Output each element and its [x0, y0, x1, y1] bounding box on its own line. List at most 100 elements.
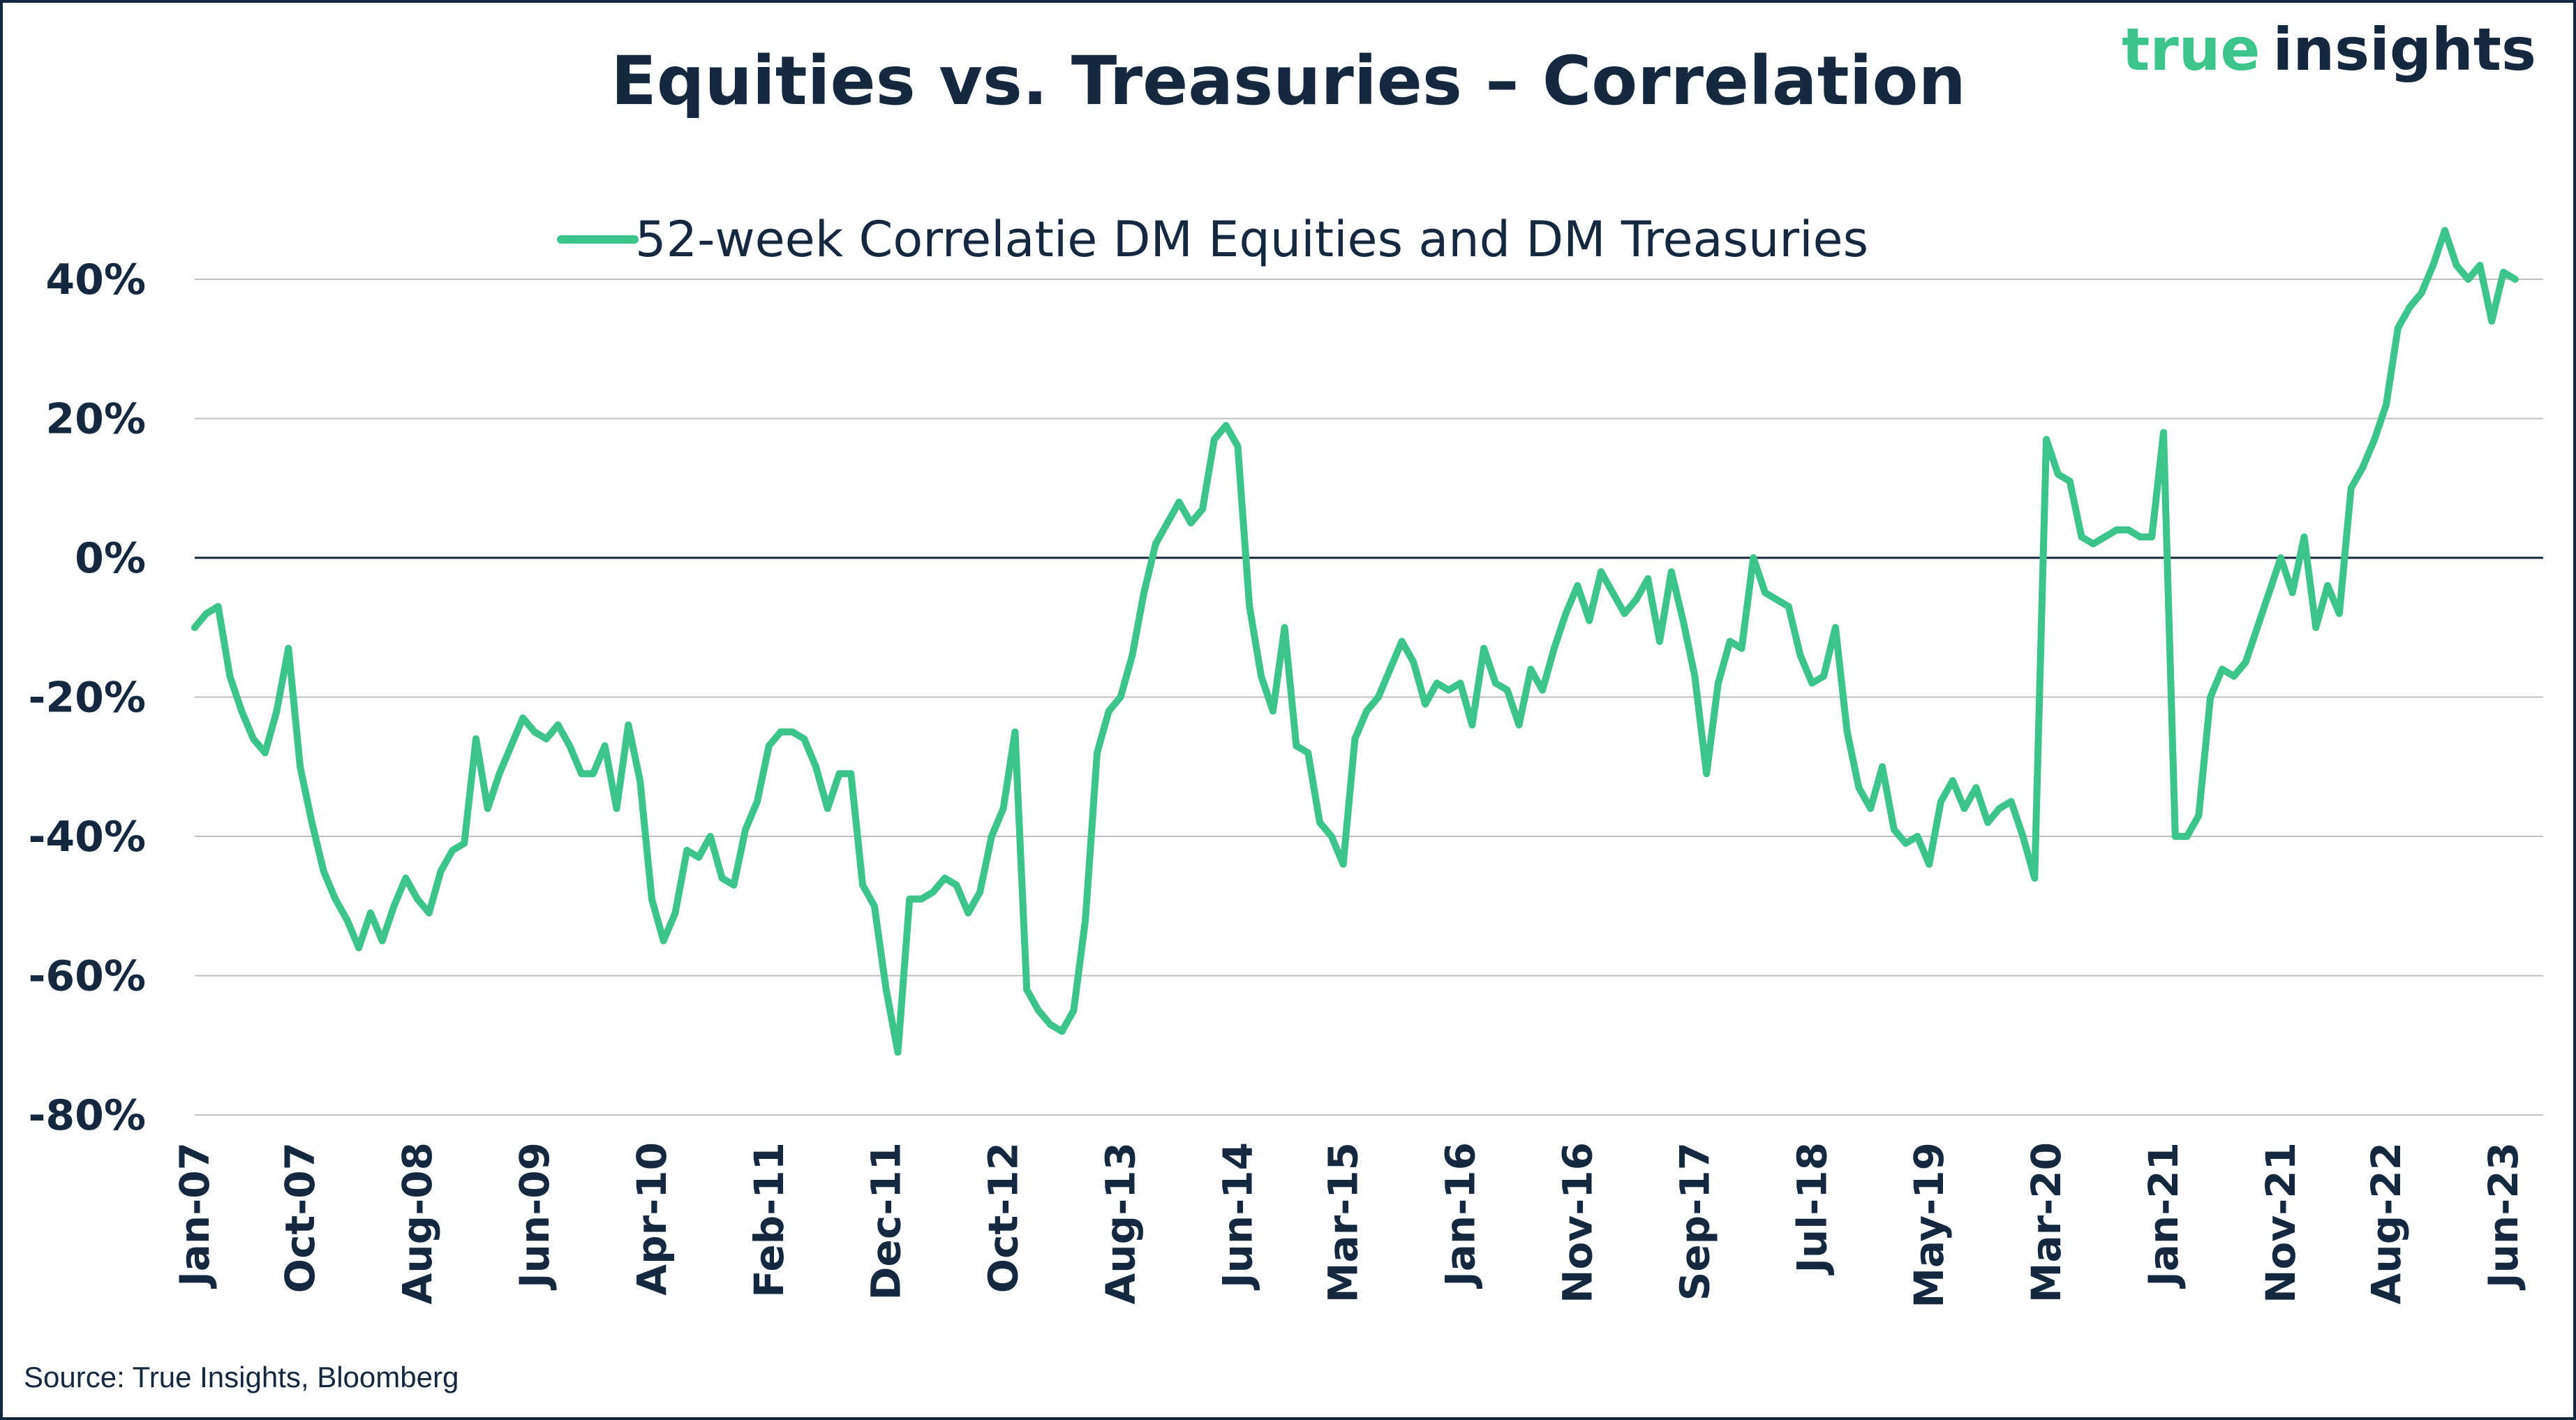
data-point: [2043, 436, 2050, 443]
data-point: [976, 888, 984, 896]
data-point: [250, 735, 257, 743]
series-line: [191, 227, 2519, 1056]
data-point: [1058, 1028, 1066, 1035]
data-point: [2324, 582, 2332, 589]
data-point: [1539, 686, 1547, 694]
data-point: [601, 742, 609, 750]
data-point: [1503, 686, 1511, 694]
data-point: [1926, 860, 1933, 868]
data-point: [777, 728, 784, 736]
data-point: [742, 826, 750, 833]
data-point: [1105, 707, 1112, 715]
x-tick-label: Aug-13: [1097, 1142, 1145, 1304]
data-point: [2195, 812, 2203, 820]
data-point: [191, 623, 198, 631]
data-point: [835, 770, 843, 778]
data-point: [1210, 436, 1218, 443]
data-point: [999, 805, 1007, 813]
data-point: [2383, 401, 2390, 408]
data-point: [1398, 637, 1406, 645]
data-point: [2019, 833, 2027, 840]
data-point: [801, 735, 808, 743]
data-point: [1234, 443, 1242, 450]
data-point: [1644, 575, 1652, 582]
data-point: [2335, 609, 2343, 617]
data-point: [754, 798, 761, 806]
data-point: [1327, 833, 1335, 840]
data-point: [1293, 742, 1300, 750]
data-point: [2124, 526, 2132, 534]
y-tick-label: -80%: [28, 1091, 146, 1140]
data-point: [390, 902, 398, 910]
gridlines: [195, 279, 2543, 1116]
data-point: [953, 881, 960, 889]
data-point: [261, 749, 269, 757]
data-point: [1714, 679, 1722, 687]
data-point: [706, 833, 714, 840]
y-tick-label: -60%: [28, 952, 146, 1001]
data-point: [1222, 422, 1230, 429]
data-point: [2394, 324, 2402, 332]
data-point: [2171, 833, 2179, 840]
data-point: [765, 742, 773, 750]
data-point: [2312, 623, 2320, 631]
x-tick-label: Jun-23: [2480, 1142, 2527, 1291]
data-point: [1351, 735, 1359, 743]
data-point: [1726, 637, 1734, 645]
x-tick-label: Apr-10: [628, 1142, 676, 1296]
x-tick-label: Oct-07: [276, 1142, 324, 1293]
data-point: [1175, 498, 1183, 506]
data-point: [2511, 276, 2519, 283]
data-point: [1785, 602, 1792, 610]
x-tick-label: Nov-16: [1554, 1142, 1601, 1303]
brand-logo: true insights: [2122, 15, 2536, 84]
data-point: [718, 874, 726, 882]
data-point: [1949, 777, 1956, 785]
data-point: [2054, 471, 2062, 478]
data-point: [1117, 693, 1124, 701]
data-point: [870, 902, 878, 910]
data-point: [1152, 540, 1159, 547]
data-point: [1879, 763, 1886, 771]
data-point: [519, 714, 527, 722]
data-point: [2476, 262, 2484, 269]
data-point: [894, 1049, 902, 1056]
data-point: [273, 707, 281, 715]
x-tick-label: Jan-21: [2140, 1142, 2187, 1289]
data-point: [343, 916, 351, 924]
data-point: [1491, 679, 1499, 687]
y-tick-label: 0%: [75, 534, 146, 583]
data-point: [2488, 317, 2496, 325]
data-point: [1773, 596, 1780, 603]
data-point: [929, 888, 937, 896]
data-point: [2242, 658, 2249, 666]
data-point: [578, 770, 586, 778]
data-point: [1258, 672, 1265, 680]
y-tick-label: 20%: [45, 395, 146, 444]
data-point: [1691, 672, 1699, 680]
y-tick-label: -40%: [28, 813, 146, 861]
x-tick-label: Aug-08: [394, 1142, 441, 1304]
data-point: [1562, 609, 1570, 617]
data-point: [1550, 644, 1558, 652]
brand-word-insights: insights: [2273, 15, 2536, 84]
data-point: [2219, 665, 2226, 673]
data-point: [1796, 651, 1804, 659]
data-point: [449, 847, 456, 854]
x-tick-label: Jan-16: [1437, 1142, 1484, 1289]
data-point: [695, 853, 703, 861]
data-point: [2066, 478, 2074, 485]
data-point: [226, 672, 234, 680]
data-point: [542, 735, 550, 743]
data-point: [1831, 623, 1839, 631]
data-point: [812, 763, 819, 771]
x-tick-label: Jun-09: [511, 1142, 558, 1291]
data-point: [1281, 623, 1288, 631]
data-point: [1586, 616, 1593, 624]
data-point: [402, 874, 410, 882]
data-point: [1445, 686, 1452, 694]
data-point: [1609, 589, 1616, 596]
data-point: [2464, 276, 2472, 283]
